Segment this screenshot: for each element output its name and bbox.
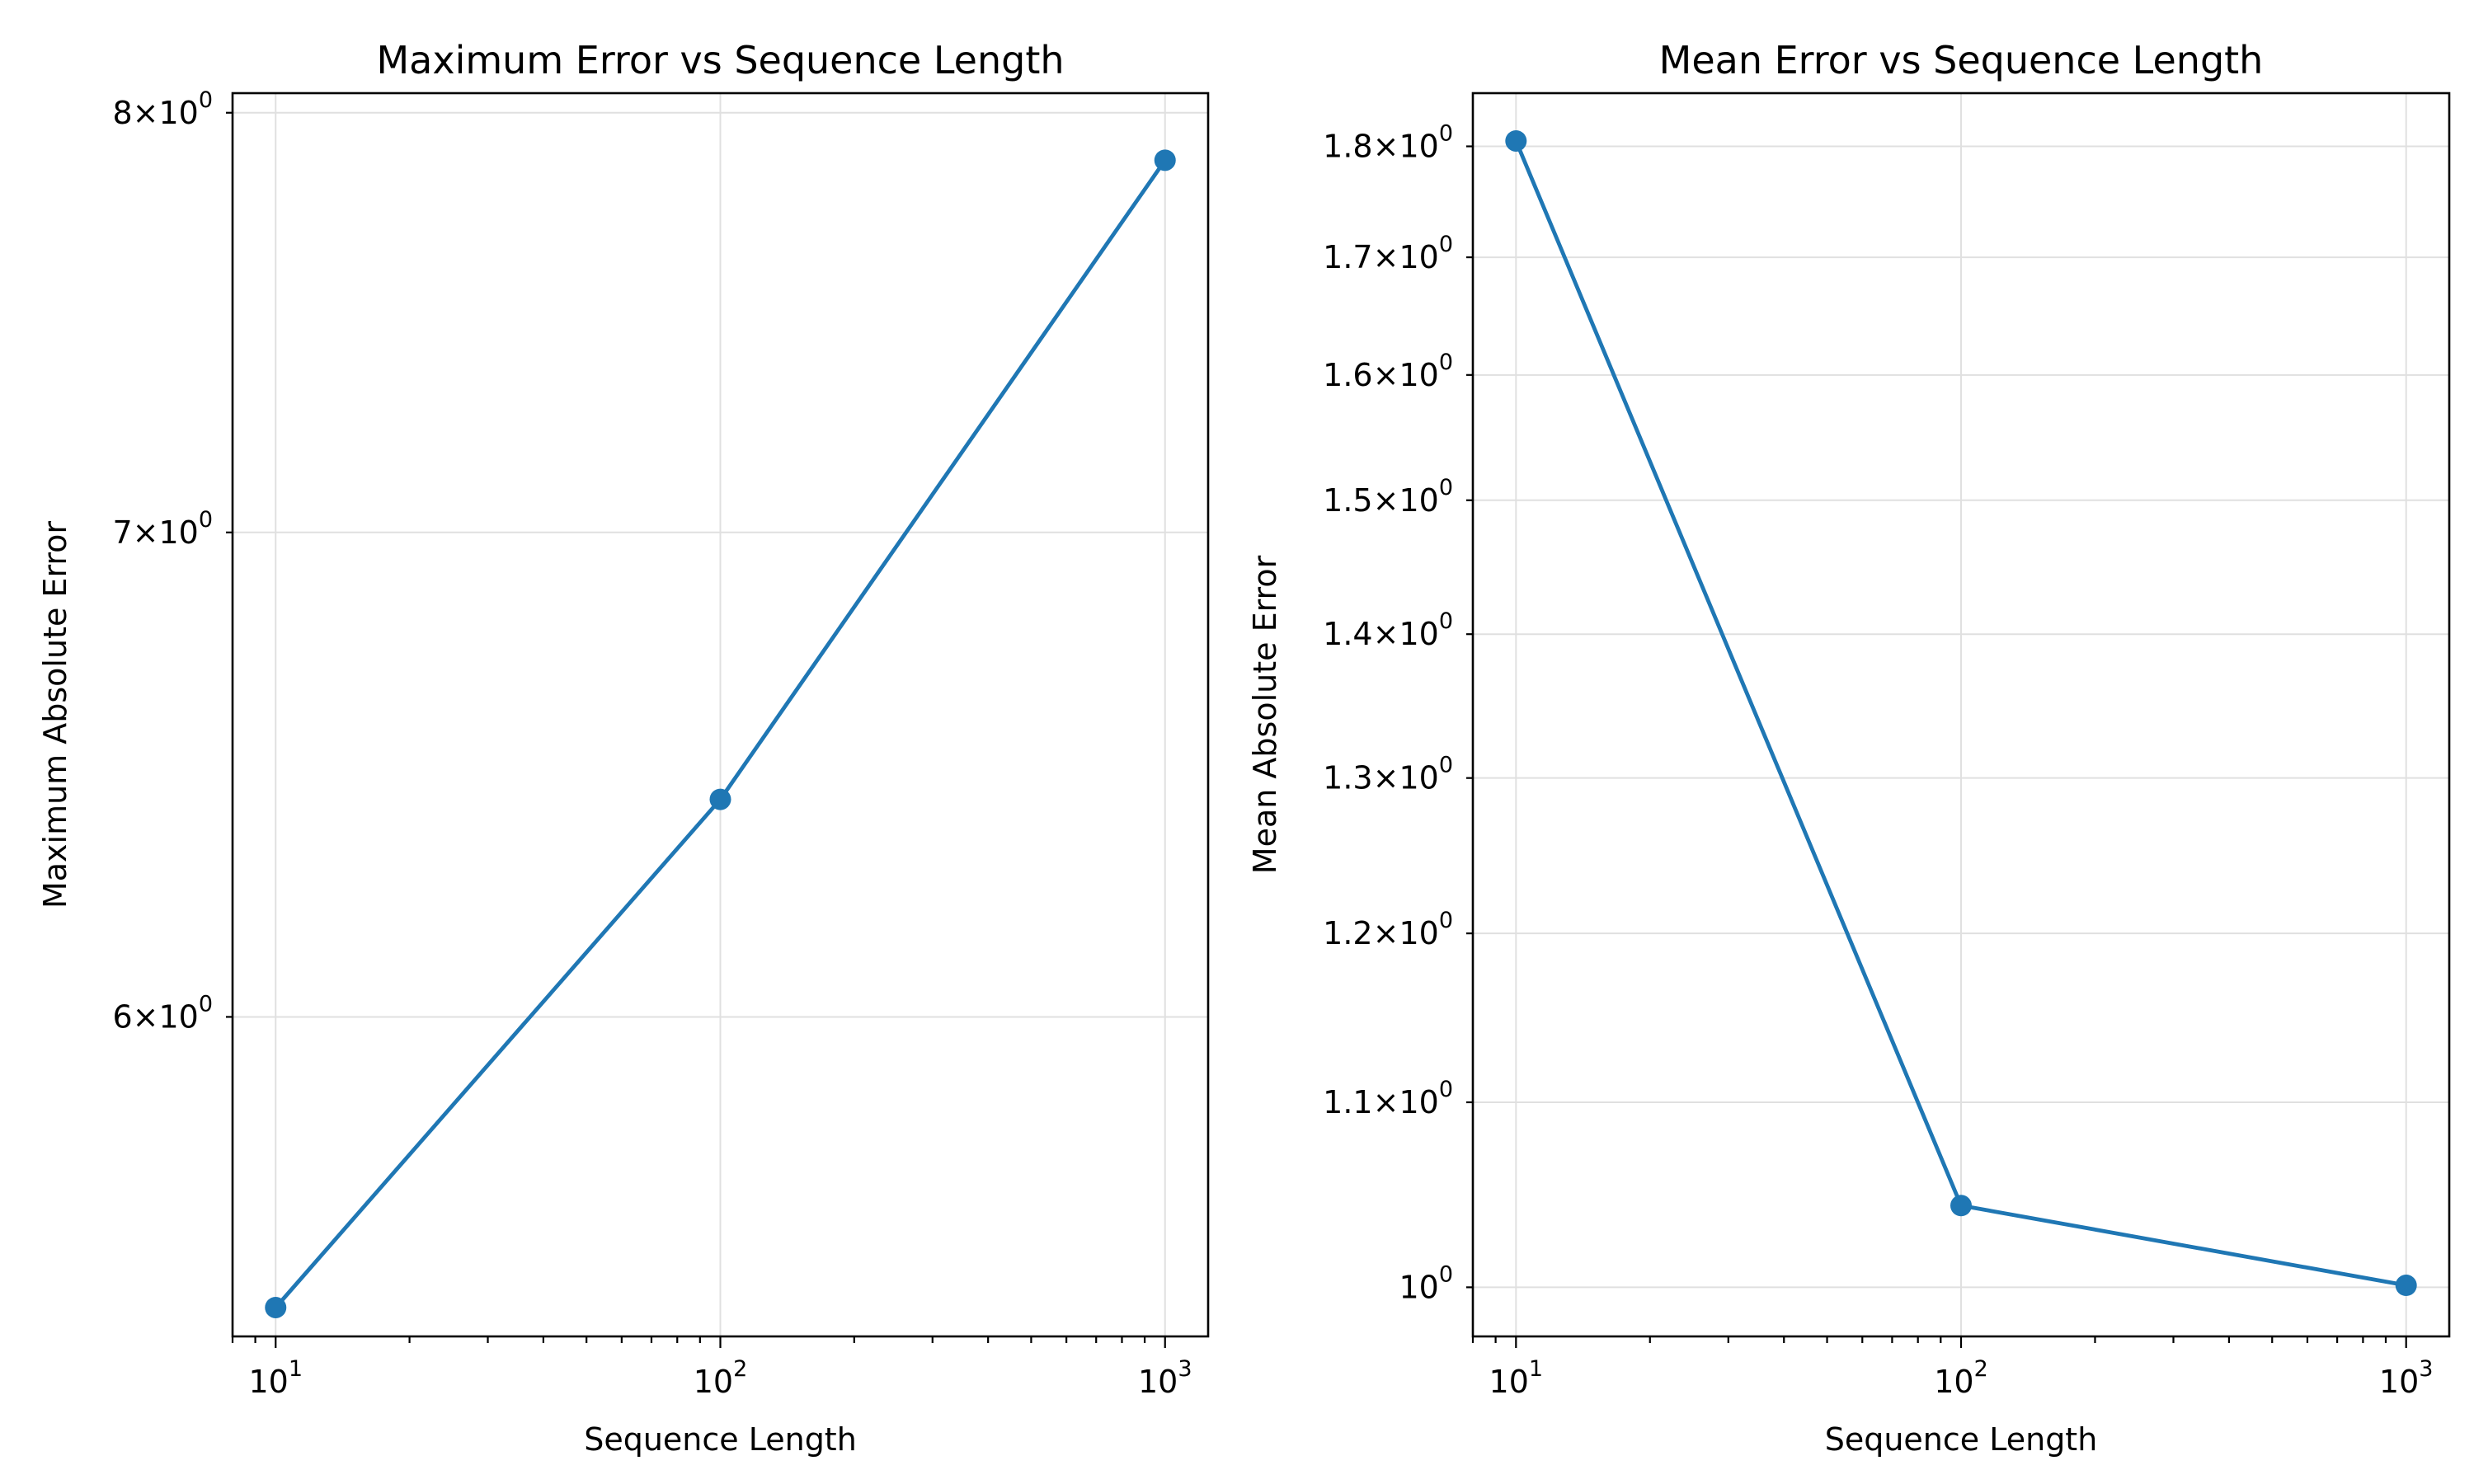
- data-point: [1505, 129, 1527, 152]
- data-point: [1950, 1195, 1972, 1217]
- y-tick-label: 1.2×100: [1323, 908, 1453, 951]
- y-axis-label: Maximum Absolute Error: [37, 521, 73, 909]
- max-error-plot: 101 102 103 6×100 7×100 8×100 Maximum Error …: [37, 38, 1210, 1458]
- x-tick-label: 101: [1489, 1356, 1544, 1400]
- y-tick-label: 1.6×100: [1323, 350, 1453, 393]
- data-point: [709, 788, 731, 810]
- x-axis-label: Sequence Length: [1825, 1421, 2098, 1458]
- y-tick-label: 8×100: [112, 87, 213, 131]
- x-tick-label: 101: [248, 1356, 303, 1400]
- y-tick-label: 1.3×100: [1323, 753, 1453, 796]
- plot-frame: [1471, 92, 2451, 1338]
- y-tick-label: 1.5×100: [1323, 475, 1453, 519]
- mean-error-plot: 101 102 103 100 1.1×100 1.2×100 1.3×100 1.4×10…: [1247, 38, 2451, 1458]
- data-point: [265, 1296, 287, 1318]
- y-tick-label: 1.7×100: [1323, 232, 1453, 275]
- data-point: [1154, 149, 1176, 171]
- data-point: [2395, 1275, 2417, 1297]
- y-tick-label: 1.4×100: [1323, 608, 1453, 652]
- y-tick-label: 7×100: [112, 507, 213, 551]
- plot-frame: [231, 92, 1210, 1338]
- y-axis-label: Mean Absolute Error: [1247, 555, 1283, 874]
- chart-title: Mean Error vs Sequence Length: [1659, 38, 2264, 82]
- x-tick-label: 103: [2379, 1356, 2434, 1400]
- y-tick-label: 1.1×100: [1323, 1077, 1453, 1120]
- x-tick-label: 102: [1934, 1356, 1988, 1400]
- x-axis-label: Sequence Length: [584, 1421, 857, 1458]
- y-tick-label: 100: [1399, 1261, 1453, 1305]
- x-tick-label: 103: [1138, 1356, 1192, 1400]
- y-tick-label: 6×100: [112, 991, 213, 1035]
- y-tick-label: 1.8×100: [1323, 121, 1453, 165]
- chart-title: Maximum Error vs Sequence Length: [376, 38, 1064, 82]
- x-tick-label: 102: [694, 1356, 748, 1400]
